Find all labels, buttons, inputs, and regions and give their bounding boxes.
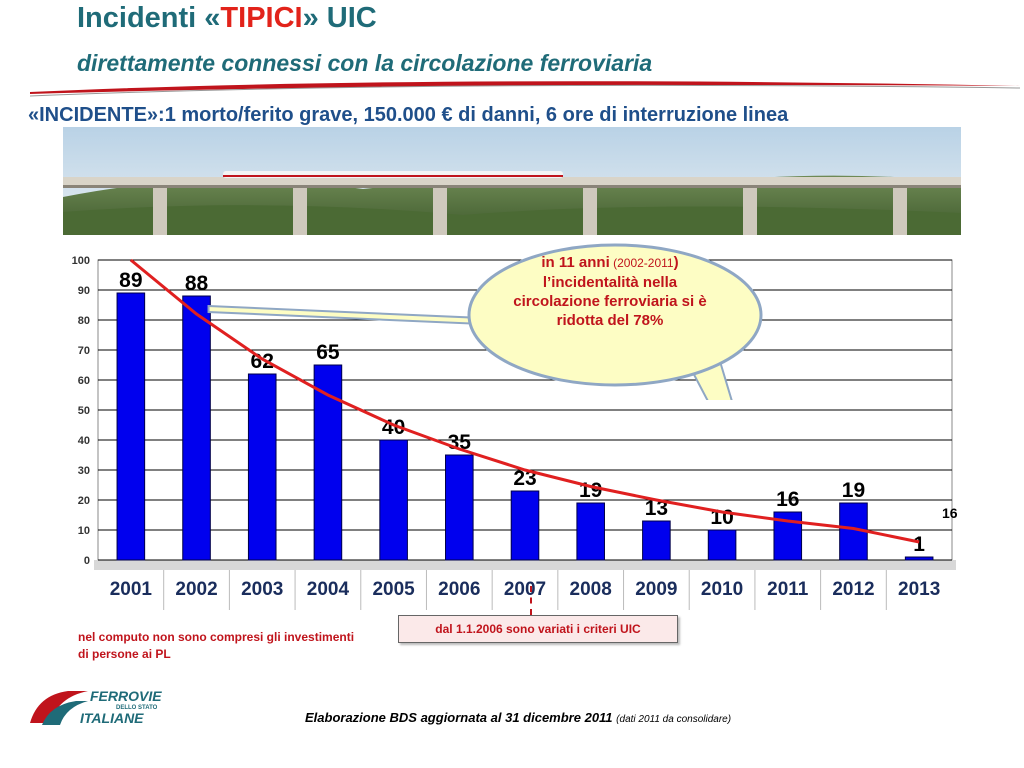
bar: [445, 454, 474, 561]
y-tick-label: 20: [78, 495, 90, 507]
data-label: 19: [842, 479, 865, 502]
title-prefix: Incidenti «: [77, 2, 221, 34]
callout-lead: in 11 anni: [541, 254, 610, 271]
callout-paren-close: ): [673, 254, 679, 271]
y-tick-label: 50: [78, 405, 90, 417]
title-swoosh: [30, 81, 1020, 97]
chart-floor: [94, 560, 956, 570]
logo-line-1: FERROVIE: [90, 688, 162, 704]
data-label: 13: [645, 497, 668, 520]
credit-main: Elaborazione BDS aggiornata al 31 dicemb…: [305, 710, 613, 725]
criteria-leader-line: [530, 586, 532, 615]
credit-note: (dati 2011 da consolidare): [616, 714, 732, 725]
x-tick-label: 2009: [635, 579, 677, 600]
title-suffix: » UIC: [302, 2, 377, 34]
x-tick-label: 2004: [307, 579, 350, 600]
x-tick-label: 2013: [898, 579, 940, 600]
data-label: 19: [579, 479, 602, 502]
fs-logo: FERROVIE DELLO STATO ITALIANE: [30, 688, 162, 726]
bar: [510, 490, 540, 561]
x-tick-label: 2005: [372, 579, 415, 600]
bar: [642, 520, 671, 561]
viaduct-photo: [63, 127, 961, 235]
extra-value-label: 16: [942, 505, 958, 521]
incident-definition: «INCIDENTE»:1 morto/ferito grave, 150.00…: [28, 104, 789, 126]
logo-line-2: DELLO STATO: [116, 705, 158, 711]
data-label: 16: [776, 488, 799, 511]
source-credit: Elaborazione BDS aggiornata al 31 dicemb…: [305, 710, 731, 725]
callout-body: l’incidentalità nella circolazione ferro…: [513, 274, 707, 329]
x-tick-label: 2012: [832, 579, 874, 600]
callout-range: 2002-2011: [617, 256, 674, 270]
y-tick-label: 70: [78, 345, 90, 357]
y-tick-label: 0: [84, 555, 90, 567]
x-tick-label: 2007: [504, 579, 546, 600]
data-label: 88: [185, 272, 209, 295]
callout-paren-open: (: [609, 256, 618, 270]
data-label: 89: [119, 269, 142, 292]
y-tick-label: 10: [78, 525, 90, 537]
y-tick-label: 30: [78, 465, 90, 477]
bar: [247, 373, 277, 561]
y-tick-label: 100: [72, 255, 90, 267]
x-tick-label: 2010: [701, 579, 743, 600]
y-tick-label: 80: [78, 315, 90, 327]
y-tick-label: 40: [78, 435, 90, 447]
y-tick-label: 90: [78, 285, 90, 297]
logo-line-3: ITALIANE: [80, 710, 144, 726]
data-label: 65: [316, 341, 340, 364]
callout-text: in 11 anni (2002-2011) l’incidentalità n…: [510, 253, 710, 330]
bar: [707, 529, 737, 561]
x-tick-label: 2003: [241, 579, 283, 600]
criteria-note: dal 1.1.2006 sono variati i criteri UIC: [398, 615, 678, 643]
bar: [904, 556, 934, 561]
footnote: nel computo non sono compresi gli invest…: [78, 630, 355, 661]
bar: [576, 502, 605, 561]
title-highlight: TIPICI: [220, 2, 303, 34]
x-tick-label: 2006: [438, 579, 480, 600]
slide-subtitle: direttamente connessi con la circolazion…: [77, 50, 653, 76]
x-tick-label: 2011: [767, 579, 809, 600]
callout-bubble: [467, 243, 763, 400]
x-tick-label: 2008: [570, 579, 612, 600]
x-tick-label: 2002: [175, 579, 217, 600]
bar: [379, 439, 408, 561]
y-tick-label: 60: [78, 375, 90, 387]
bar: [313, 364, 343, 561]
trend-line: [129, 258, 920, 544]
data-label: 1: [913, 533, 925, 556]
x-tick-label: 2001: [110, 579, 153, 600]
bar: [182, 295, 211, 561]
bar: [116, 292, 146, 561]
slide-title: Incidenti «TIPICI» UIC: [77, 2, 377, 35]
